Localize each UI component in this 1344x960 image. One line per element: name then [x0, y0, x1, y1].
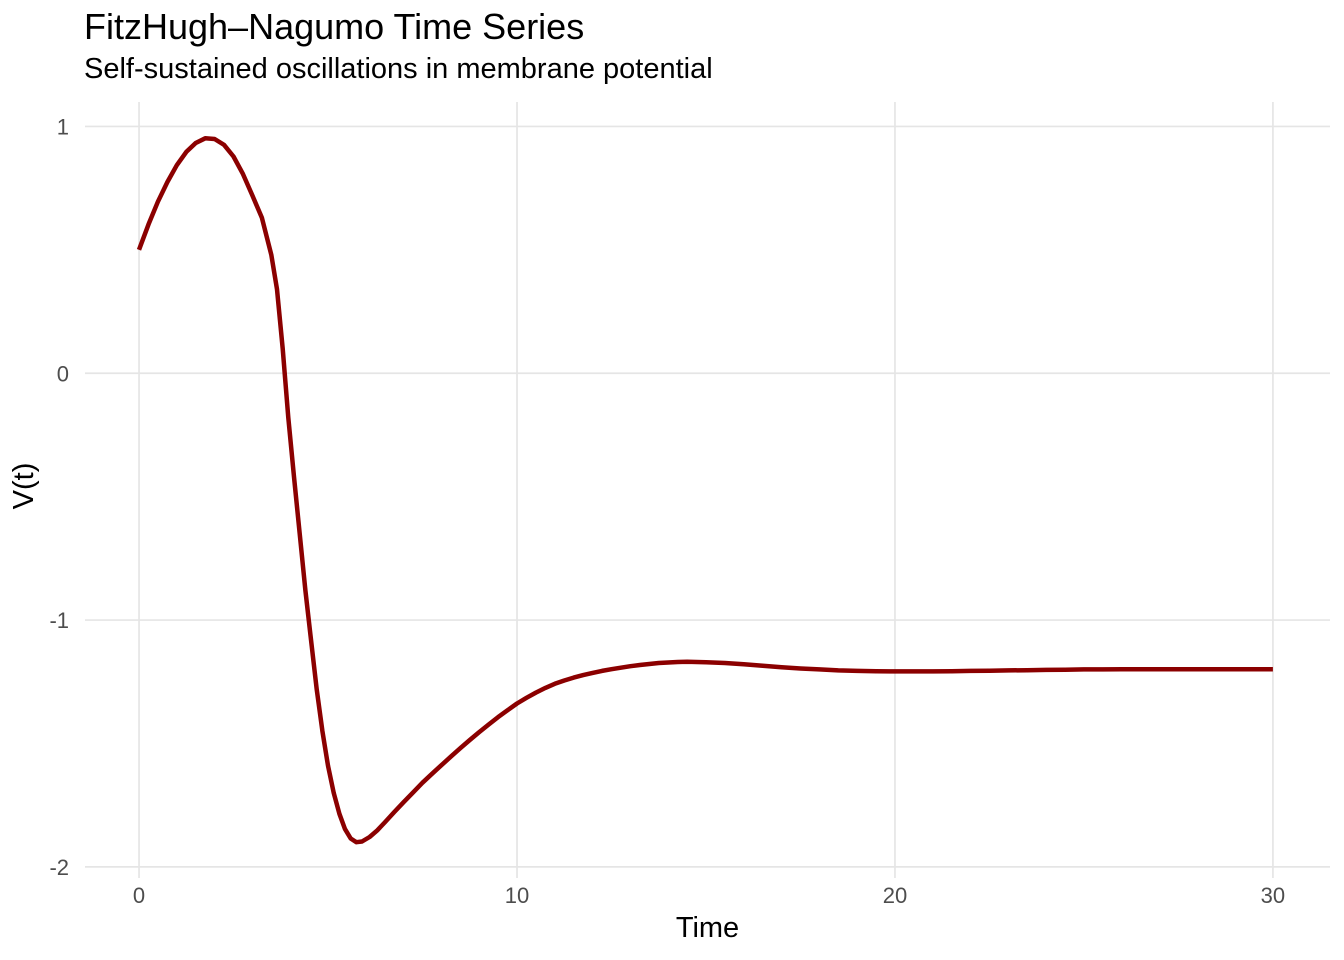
y-tick-label: 1	[57, 114, 69, 139]
y-tick-label: 0	[57, 361, 69, 386]
y-tick-label: -2	[49, 855, 69, 880]
y-axis-title: V(t)	[8, 462, 40, 510]
y-tick-label: -1	[49, 608, 69, 633]
chart-title: FitzHugh–Nagumo Time Series	[84, 6, 585, 47]
x-tick-label: 20	[883, 883, 907, 908]
x-tick-label: 0	[133, 883, 145, 908]
x-tick-label: 10	[505, 883, 529, 908]
x-axis-title: Time	[675, 912, 740, 944]
series-line-V(t)	[136, 136, 1273, 845]
chart-subtitle: Self-sustained oscillations in membrane …	[84, 53, 713, 85]
x-tick-label: 30	[1261, 883, 1285, 908]
